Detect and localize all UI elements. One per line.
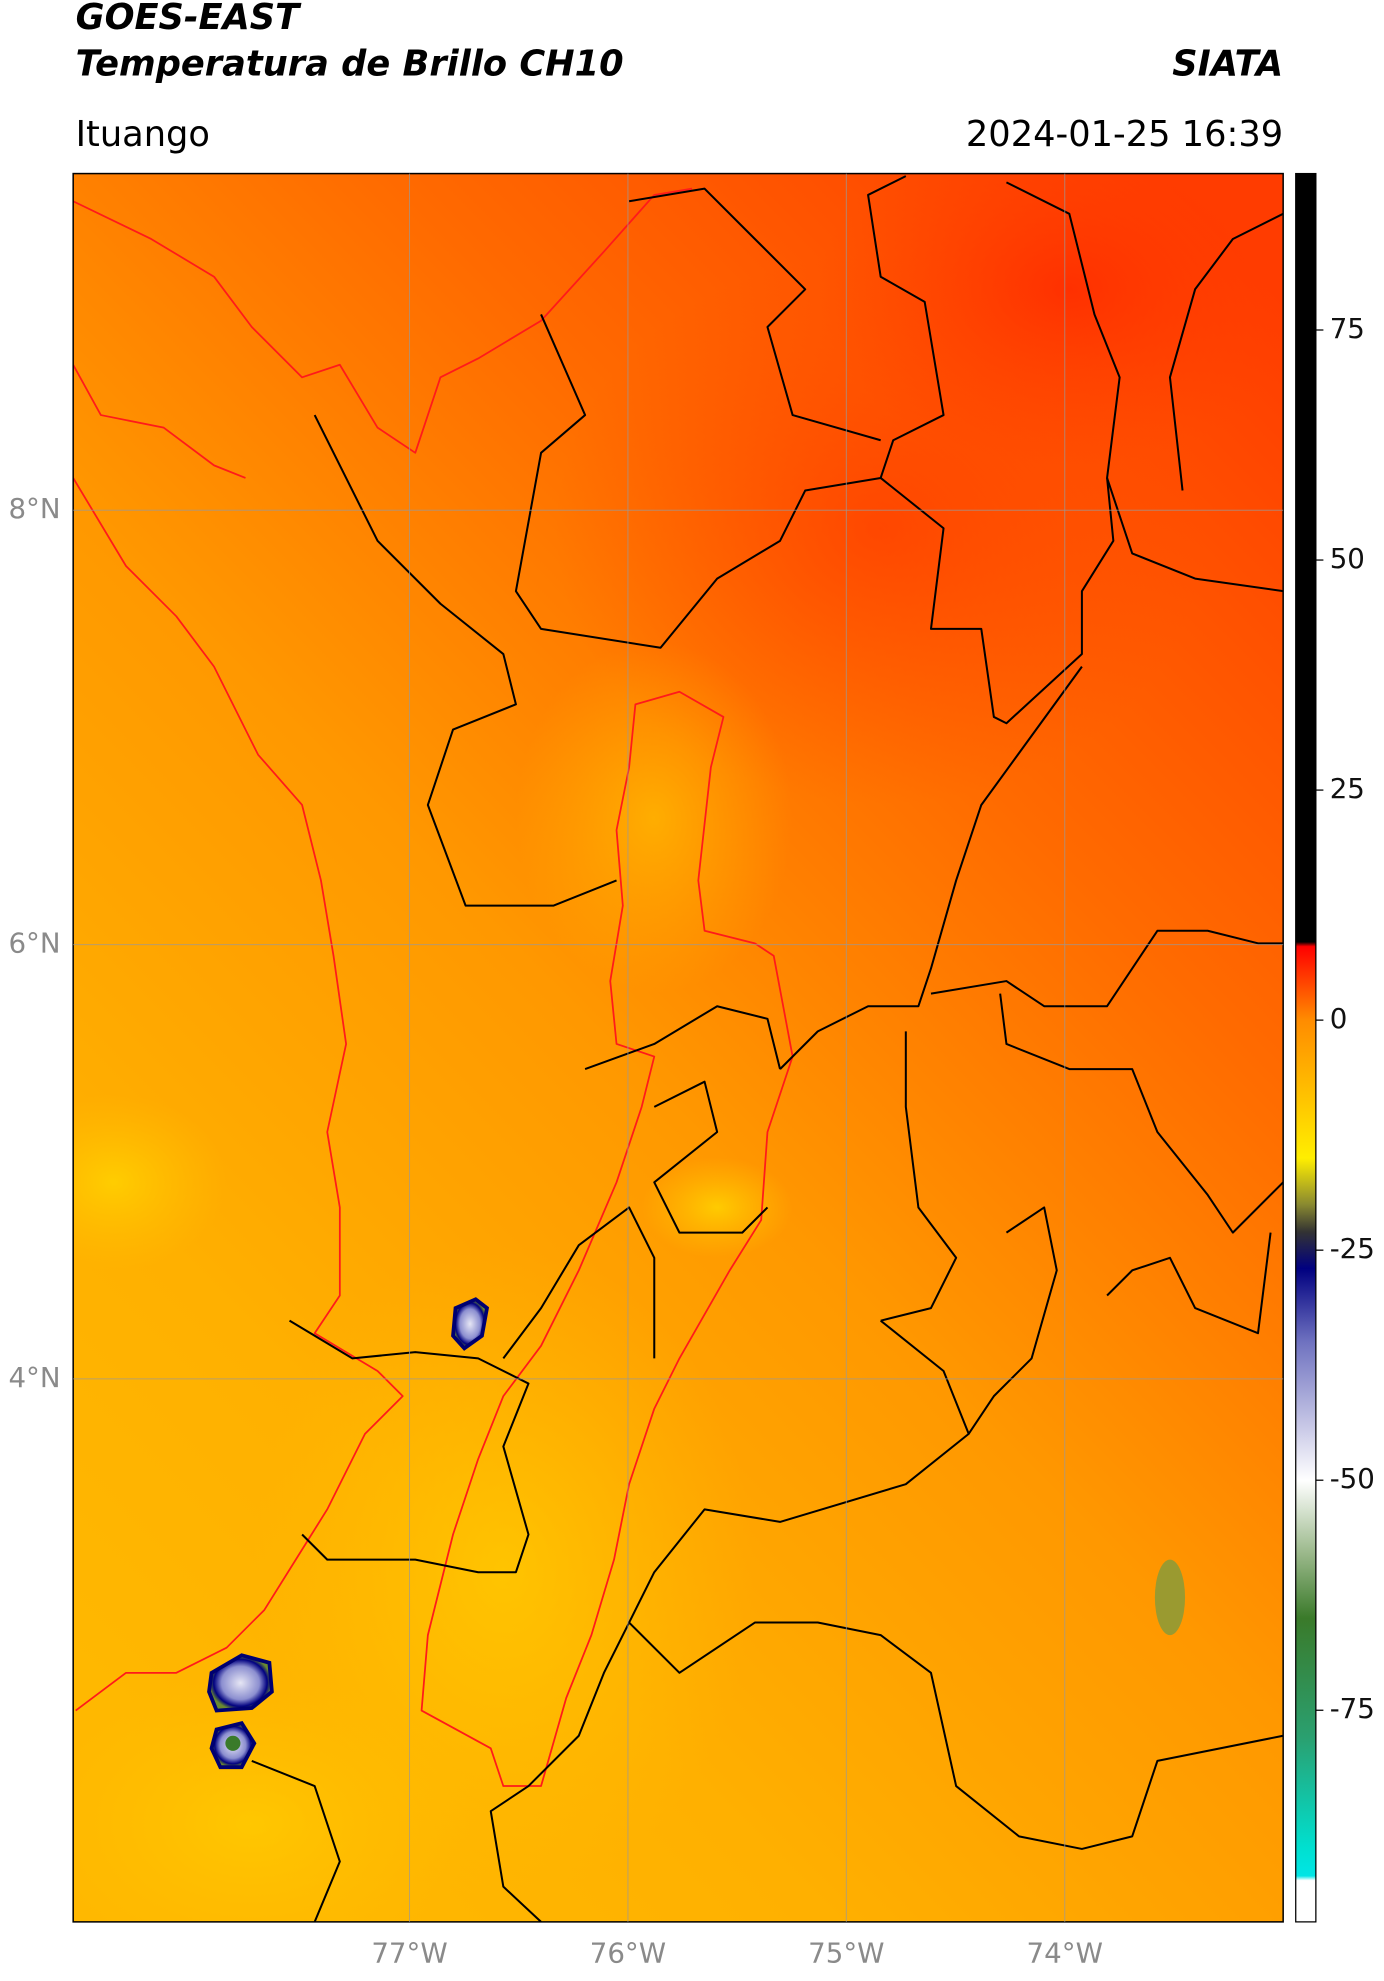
boundary bbox=[502, 1206, 1272, 1435]
cool-area bbox=[641, 1157, 793, 1258]
boundary bbox=[251, 1319, 631, 1922]
boundary bbox=[930, 929, 1284, 1234]
y-tick-label: 8°N bbox=[8, 492, 60, 525]
colorbar-tick-label: 75 bbox=[1330, 312, 1365, 345]
cloud-cell bbox=[451, 1297, 490, 1351]
map-frame bbox=[72, 172, 1284, 1923]
x-tick-label: 77°W bbox=[371, 1937, 447, 1970]
colorbar-tick-label: -75 bbox=[1330, 1692, 1375, 1725]
cool-area bbox=[515, 641, 793, 994]
cool-area bbox=[73, 1094, 227, 1271]
map-field bbox=[73, 173, 1284, 1922]
colorbar bbox=[1295, 172, 1317, 1923]
colorbar-tick-label: 50 bbox=[1330, 542, 1365, 575]
x-tick-label: 75°W bbox=[808, 1937, 884, 1970]
coastline bbox=[73, 364, 404, 1712]
colorbar-tick-label: -25 bbox=[1330, 1232, 1375, 1265]
x-tick-label: 76°W bbox=[590, 1937, 666, 1970]
subtitle: Temperatura de Brillo CH10 bbox=[76, 43, 624, 84]
cloud-core bbox=[225, 1735, 241, 1751]
title: GOES-EAST bbox=[76, 0, 302, 38]
boundary bbox=[313, 212, 1284, 1070]
boundary bbox=[514, 175, 945, 649]
cloud-cell bbox=[207, 1653, 274, 1713]
colorbar-tick-label: 25 bbox=[1330, 772, 1365, 805]
boundary bbox=[584, 1005, 1284, 1850]
source: SIATA bbox=[1172, 43, 1283, 84]
y-tick-label: 4°N bbox=[8, 1361, 60, 1394]
y-tick-label: 6°N bbox=[8, 927, 60, 960]
department-boundary bbox=[420, 690, 794, 1787]
cool-area bbox=[73, 1672, 479, 1922]
colorbar-tick-label: -50 bbox=[1330, 1462, 1375, 1495]
location: Ituango bbox=[76, 114, 210, 155]
colorbar-tick-label: 0 bbox=[1330, 1002, 1348, 1035]
coastline bbox=[73, 187, 693, 454]
cloud-cell bbox=[1154, 1559, 1186, 1636]
x-tick-label: 74°W bbox=[1027, 1937, 1103, 1970]
boundary bbox=[628, 181, 1121, 725]
datetime: 2024-01-25 16:39 bbox=[966, 114, 1283, 155]
